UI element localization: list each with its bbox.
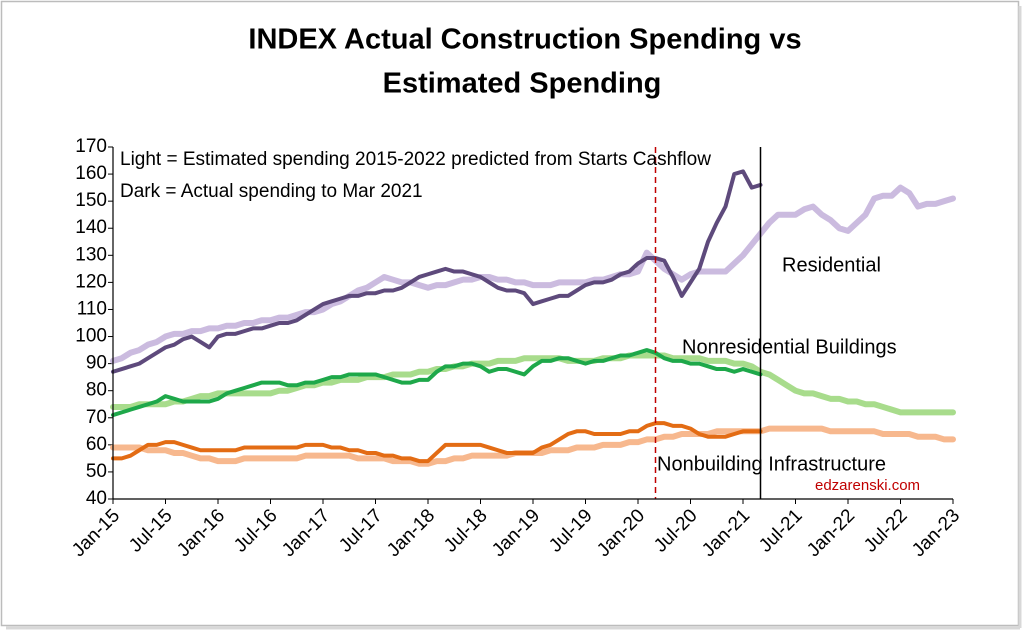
y-tick-label: 50 bbox=[86, 461, 107, 482]
y-tick-label: 150 bbox=[75, 190, 107, 211]
y-tick-label: 120 bbox=[75, 271, 107, 292]
y-tick-label: 140 bbox=[75, 217, 107, 238]
annotation: edzarenski.com bbox=[815, 477, 920, 494]
annotation: Residential bbox=[782, 254, 881, 276]
annotation: Light = Estimated spending 2015-2022 pre… bbox=[120, 149, 711, 170]
y-tick-label: 160 bbox=[75, 163, 107, 184]
chart-subtitle: Estimated Spending bbox=[383, 68, 662, 100]
series-line bbox=[111, 169, 763, 374]
y-tick-label: 110 bbox=[77, 298, 107, 319]
y-tick-label: 90 bbox=[86, 353, 107, 374]
series-line bbox=[110, 352, 956, 416]
series-line bbox=[110, 184, 956, 364]
series-line bbox=[111, 348, 763, 418]
y-tick-label: 40 bbox=[86, 488, 107, 509]
annotation: Nonresidential Buildings bbox=[682, 336, 897, 358]
y-tick-label: 170 bbox=[75, 136, 107, 157]
y-tick-label: 70 bbox=[86, 407, 107, 428]
y-tick-label: 130 bbox=[75, 244, 107, 265]
series-line bbox=[111, 421, 763, 464]
annotation: Dark = Actual spending to Mar 2021 bbox=[120, 181, 423, 202]
chart-title: INDEX Actual Construction Spending vs bbox=[248, 24, 801, 56]
y-tick-label: 60 bbox=[86, 434, 107, 455]
y-tick-label: 80 bbox=[86, 380, 107, 401]
y-tick-label: 100 bbox=[75, 326, 107, 347]
annotation: Nonbuilding Infrastructure bbox=[657, 453, 886, 475]
